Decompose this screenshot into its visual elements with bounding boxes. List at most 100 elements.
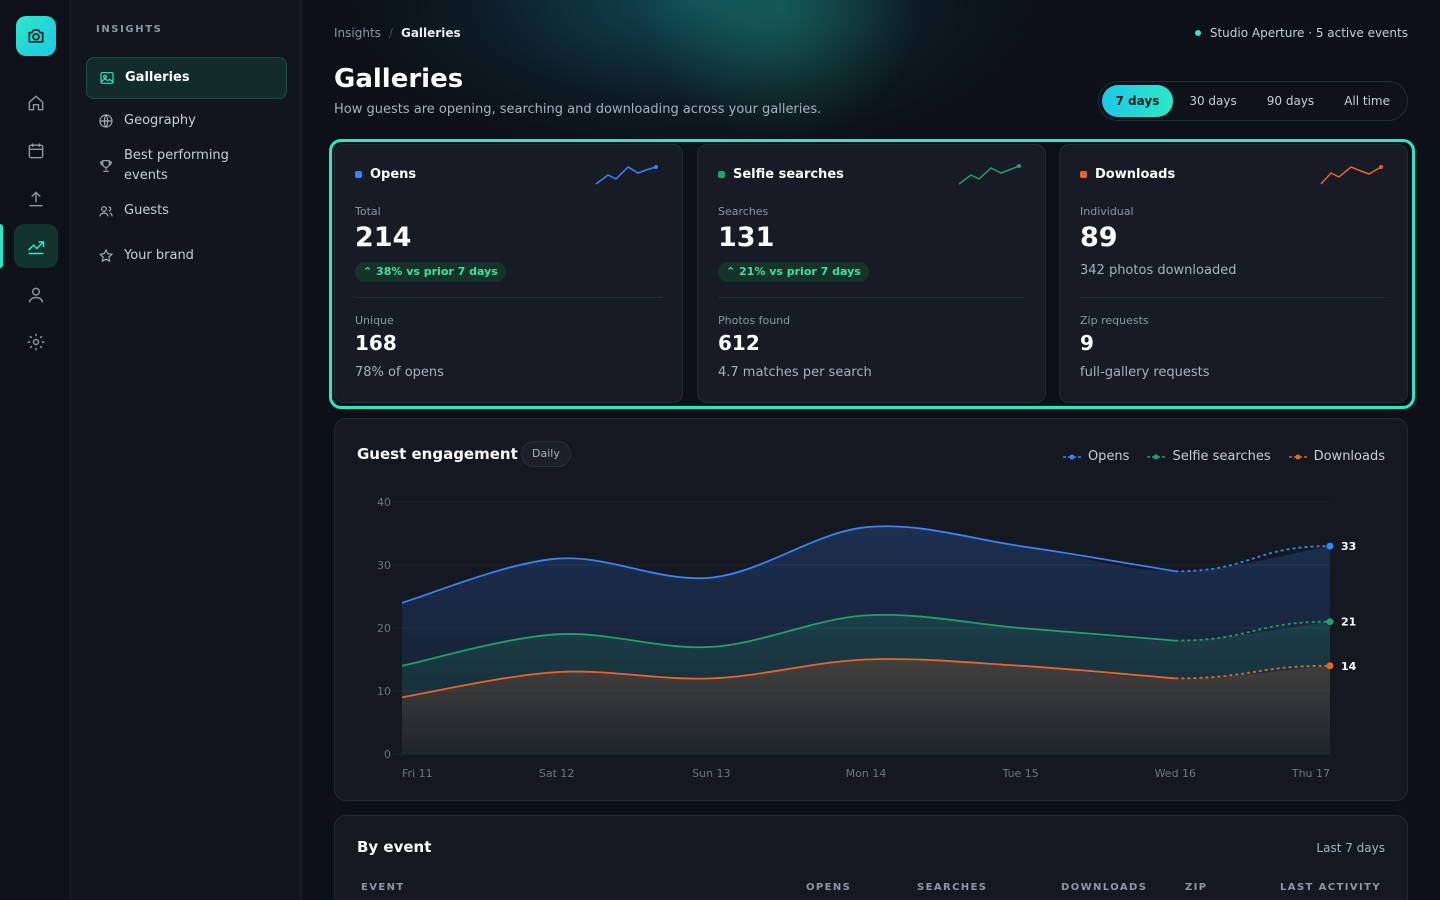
- secondary-value: 612: [718, 331, 760, 355]
- column-header-event[interactable]: EVENT: [361, 882, 405, 893]
- line-selfie-searches: [401, 614, 1176, 667]
- x-tick-label: Tue 15: [1002, 767, 1039, 780]
- calendar-icon[interactable]: [14, 129, 58, 173]
- granularity-pill[interactable]: Daily: [521, 441, 571, 467]
- y-tick-label: 20: [377, 622, 391, 635]
- series-dot: [355, 171, 362, 178]
- column-header-opens[interactable]: OPENS: [806, 882, 852, 893]
- main-content: Insights / Galleries Studio Aperture · 5…: [302, 0, 1440, 900]
- legend-item-downloads[interactable]: Downloads: [1288, 449, 1385, 464]
- card-title: Selfie searches: [733, 167, 844, 182]
- range-all-time[interactable]: All time: [1344, 94, 1390, 108]
- header-glow-accent: [642, 0, 922, 140]
- column-header-zip[interactable]: ZIP: [1185, 882, 1208, 893]
- secondary-note: full-gallery requests: [1080, 365, 1210, 380]
- primary-value: 214: [355, 222, 412, 253]
- legend-swatch-selfie: [1147, 454, 1166, 459]
- x-tick-label: Wed 16: [1155, 767, 1196, 780]
- sparkline-downloads: [1320, 165, 1383, 185]
- card-divider: [355, 297, 662, 298]
- card-header: Downloads: [1080, 167, 1175, 182]
- engagement-panel: 0 10 20 30 40 Fri 11 Sat 12 Sun 13 Mon 14 Tue 15 W…: [334, 418, 1408, 801]
- legend-label: Downloads: [1313, 449, 1385, 464]
- by-event-panel: By event Last 7 days EVENT OPENS SEARCHE…: [334, 815, 1408, 900]
- image-icon: [100, 72, 114, 84]
- range-selector: 7 days 30 days 90 days All time: [1097, 81, 1408, 121]
- engagement-chart: 0 10 20 30 40 Fri 11 Sat 12 Sun 13 Mon 14 Tue 15 W…: [377, 496, 1357, 780]
- legend-swatch-downloads: [1288, 454, 1307, 459]
- range-90-days[interactable]: 90 days: [1266, 94, 1315, 108]
- secondary-label: Zip requests: [1080, 314, 1149, 327]
- projection-opens: [1175, 545, 1331, 573]
- primary-label: Individual: [1080, 205, 1134, 218]
- breadcrumb-separator: /: [388, 26, 393, 40]
- x-tick-label: Thu 17: [1291, 767, 1330, 780]
- column-header-last-activity[interactable]: LAST ACTIVITY: [1280, 882, 1381, 893]
- breadcrumb-insights[interactable]: Insights: [334, 26, 381, 40]
- area-downloads: [402, 659, 1330, 754]
- column-header-downloads[interactable]: DOWNLOADS: [1061, 882, 1148, 893]
- legend-label: Selfie searches: [1172, 449, 1271, 464]
- camera-icon[interactable]: [16, 16, 56, 56]
- breadcrumb: Insights / Galleries: [334, 26, 461, 40]
- stat-card-opens: Opens Total 214 ⌃ 38% vs prior 7 days Un…: [334, 144, 683, 403]
- up-arrow-icon: ⌃: [726, 265, 740, 278]
- change-badge: ⌃ 21% vs prior 7 days: [718, 262, 869, 282]
- line-opens: [401, 525, 1176, 604]
- change-text: 21% vs prior 7 days: [739, 265, 861, 278]
- range-7-days[interactable]: 7 days: [1101, 85, 1174, 117]
- primary-value: 89: [1080, 222, 1118, 253]
- sidebar-item-geography[interactable]: Geography: [86, 111, 287, 131]
- primary-label: Searches: [718, 205, 769, 218]
- users-icon: [99, 206, 113, 217]
- end-label-selfie-searches: 21: [1341, 616, 1356, 629]
- x-tick-label: Mon 14: [846, 767, 887, 780]
- range-30-days[interactable]: 30 days: [1189, 94, 1237, 108]
- sidebar-item-your-brand[interactable]: Your brand: [86, 246, 287, 266]
- page-title: Galleries: [334, 64, 464, 94]
- page-subtitle: How guests are opening, searching and do…: [334, 102, 822, 117]
- end-point-opens: [1326, 542, 1334, 550]
- chart-legend: Opens Selfie searches Downloads: [1062, 449, 1385, 464]
- secondary-label: Photos found: [718, 314, 791, 327]
- sidebar-item-label: Guests: [124, 203, 169, 218]
- gear-icon[interactable]: [14, 320, 58, 364]
- y-tick-label: 30: [377, 559, 391, 572]
- column-header-searches[interactable]: SEARCHES: [917, 882, 988, 893]
- primary-label: Total: [355, 205, 381, 218]
- sparkline-selfie: [958, 164, 1021, 185]
- card-header: Selfie searches: [718, 167, 844, 182]
- sidebar-item-label: Your brand: [124, 248, 194, 263]
- secondary-value: 9: [1080, 331, 1094, 355]
- trophy-icon: [100, 160, 112, 172]
- by-event-period: Last 7 days: [1316, 841, 1385, 855]
- card-divider: [718, 297, 1025, 298]
- user-icon[interactable]: [14, 273, 58, 317]
- primary-value: 131: [718, 222, 775, 253]
- legend-item-opens[interactable]: Opens: [1062, 449, 1130, 464]
- breadcrumb-galleries: Galleries: [400, 26, 461, 40]
- studio-status-text: Studio Aperture · 5 active events: [1209, 26, 1408, 40]
- x-tick-label: Fri 11: [402, 767, 433, 780]
- legend-swatch-opens: [1062, 454, 1081, 459]
- status-dot: [1194, 30, 1201, 36]
- y-tick-label: 40: [377, 496, 391, 509]
- sidebar-item-best-performing[interactable]: Best performing events: [86, 146, 266, 186]
- home-icon[interactable]: [14, 81, 58, 125]
- legend-item-selfie[interactable]: Selfie searches: [1147, 449, 1271, 464]
- legend-label: Opens: [1087, 449, 1130, 464]
- end-point-downloads: [1326, 662, 1334, 670]
- series-dot: [718, 171, 725, 178]
- up-arrow-icon: ⌃: [363, 265, 377, 278]
- primary-note: 342 photos downloaded: [1080, 263, 1237, 278]
- chart-icon[interactable]: [14, 224, 58, 268]
- upload-icon[interactable]: [14, 177, 58, 221]
- stat-card-downloads: Downloads Individual 89 342 photos downl…: [1059, 144, 1408, 403]
- secondary-note: 78% of opens: [355, 365, 444, 380]
- stat-card-selfie-searches: Selfie searches Searches 131 ⌃ 21% vs pr…: [697, 144, 1046, 403]
- sidebar-item-galleries[interactable]: Galleries: [86, 57, 287, 99]
- end-point-selfie-searches: [1326, 618, 1334, 626]
- sidebar-item-guests[interactable]: Guests: [86, 201, 287, 221]
- sparkline-opens: [595, 165, 658, 185]
- card-divider: [1080, 297, 1387, 298]
